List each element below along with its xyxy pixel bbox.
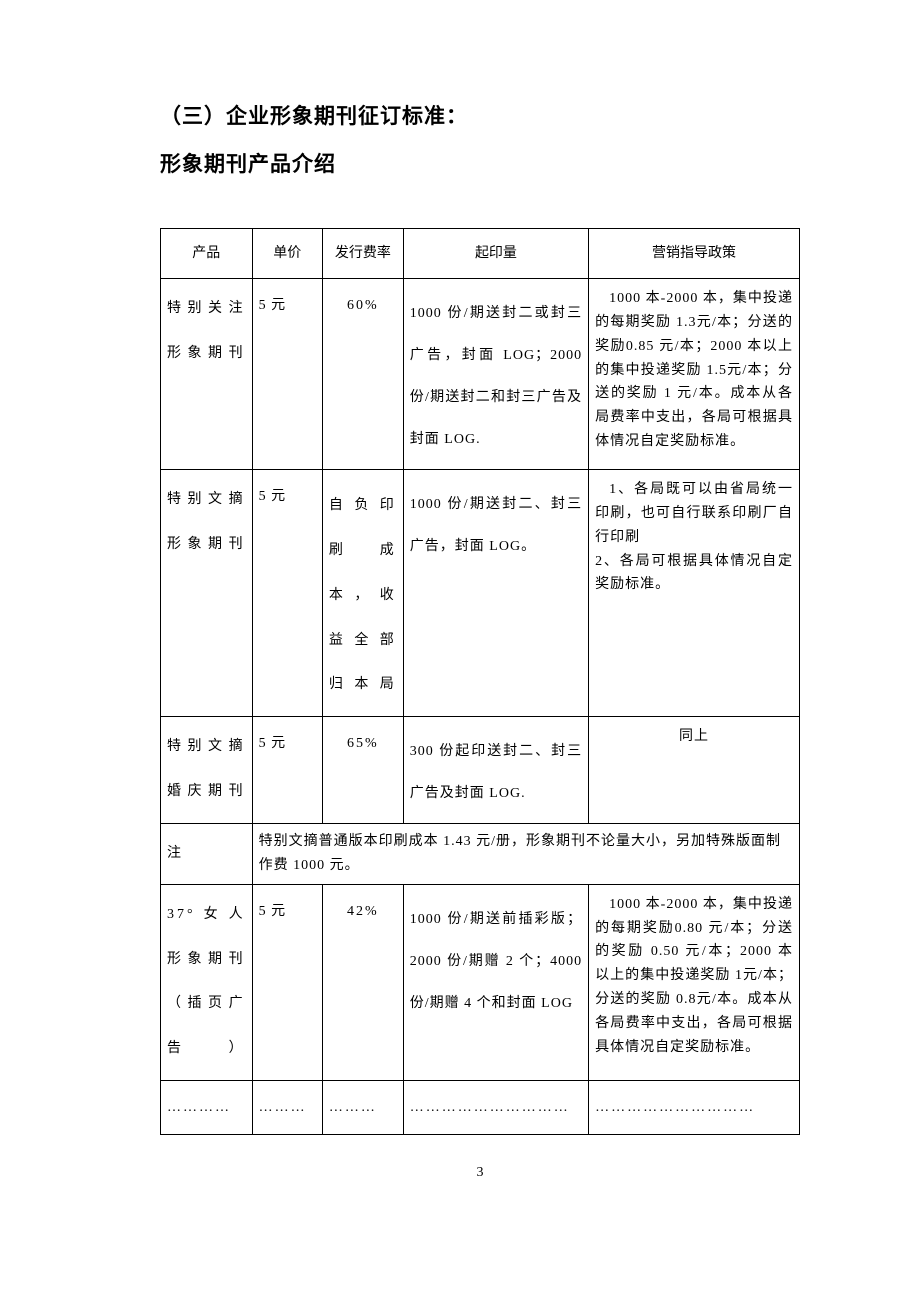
- cell-product: 特别文摘婚庆期刊: [161, 717, 253, 824]
- cell-qty: 300 份起印送封二、封三广告及封面 LOG.: [403, 717, 588, 824]
- header-rate: 发行费率: [322, 229, 403, 279]
- cell-policy: 1000 本-2000 本，集中投递的每期奖励0.80 元/本；分送的奖励 0.…: [589, 884, 800, 1080]
- cell-rate: 42%: [322, 884, 403, 1080]
- page-container: （三）企业形象期刊征订标准： 形象期刊产品介绍 产品 单价 发行费率 起印量 营…: [0, 0, 920, 1221]
- header-qty: 起印量: [403, 229, 588, 279]
- cell-rate: 60%: [322, 279, 403, 470]
- cell-qty: 1000 份/期送封二、封三广告，封面 LOG。: [403, 470, 588, 717]
- table-ellipsis-row: ………… ……… ……… ………………………… …………………………: [161, 1080, 800, 1134]
- cell-rate: 65%: [322, 717, 403, 824]
- cell-price: 5 元: [252, 279, 322, 470]
- cell-qty: 1000 份/期送前插彩版；2000 份/期赠 2 个；4000 份/期赠 4 …: [403, 884, 588, 1080]
- page-number: 3: [160, 1165, 800, 1181]
- table-row: 特别文摘婚庆期刊 5 元 65% 300 份起印送封二、封三广告及封面 LOG.…: [161, 717, 800, 824]
- ellipsis-cell: …………………………: [403, 1080, 588, 1134]
- cell-policy: 1000 本-2000 本，集中投递的每期奖励 1.3元/本；分送的奖励0.85…: [589, 279, 800, 470]
- cell-price: 5 元: [252, 717, 322, 824]
- cell-policy: 1、各局既可以由省局统一印刷，也可自行联系印刷厂自行印刷 2、各局可根据具体情况…: [589, 470, 800, 717]
- header-policy: 营销指导政策: [589, 229, 800, 279]
- note-label: 注: [161, 824, 253, 885]
- table-row: 特别关注形象期刊 5 元 60% 1000 份/期送封二或封三广告，封面 LOG…: [161, 279, 800, 470]
- pricing-table: 产品 单价 发行费率 起印量 营销指导政策 特别关注形象期刊 5 元 60% 1…: [160, 228, 800, 1135]
- note-content: 特别文摘普通版本印刷成本 1.43 元/册，形象期刊不论量大小，另加特殊版面制作…: [252, 824, 799, 885]
- section-heading: （三）企业形象期刊征订标准：: [160, 100, 800, 130]
- table-row: 37°女人形象期刊（插页广告） 5 元 42% 1000 份/期送前插彩版；20…: [161, 884, 800, 1080]
- cell-qty: 1000 份/期送封二或封三广告，封面 LOG；2000份/期送封二和封三广告及…: [403, 279, 588, 470]
- cell-product: 37°女人形象期刊（插页广告）: [161, 884, 253, 1080]
- table-header-row: 产品 单价 发行费率 起印量 营销指导政策: [161, 229, 800, 279]
- header-price: 单价: [252, 229, 322, 279]
- cell-rate: 自负印刷成本，收益全部归本局: [322, 470, 403, 717]
- ellipsis-cell: ………: [322, 1080, 403, 1134]
- cell-policy: 同上: [589, 717, 800, 824]
- table-row: 特别文摘形象期刊 5 元 自负印刷成本，收益全部归本局 1000 份/期送封二、…: [161, 470, 800, 717]
- ellipsis-cell: …………: [161, 1080, 253, 1134]
- ellipsis-cell: ………: [252, 1080, 322, 1134]
- cell-product: 特别关注形象期刊: [161, 279, 253, 470]
- table-note-row: 注 特别文摘普通版本印刷成本 1.43 元/册，形象期刊不论量大小，另加特殊版面…: [161, 824, 800, 885]
- section-subheading: 形象期刊产品介绍: [160, 148, 800, 178]
- cell-product: 特别文摘形象期刊: [161, 470, 253, 717]
- cell-price: 5 元: [252, 884, 322, 1080]
- header-product: 产品: [161, 229, 253, 279]
- cell-price: 5 元: [252, 470, 322, 717]
- ellipsis-cell: …………………………: [589, 1080, 800, 1134]
